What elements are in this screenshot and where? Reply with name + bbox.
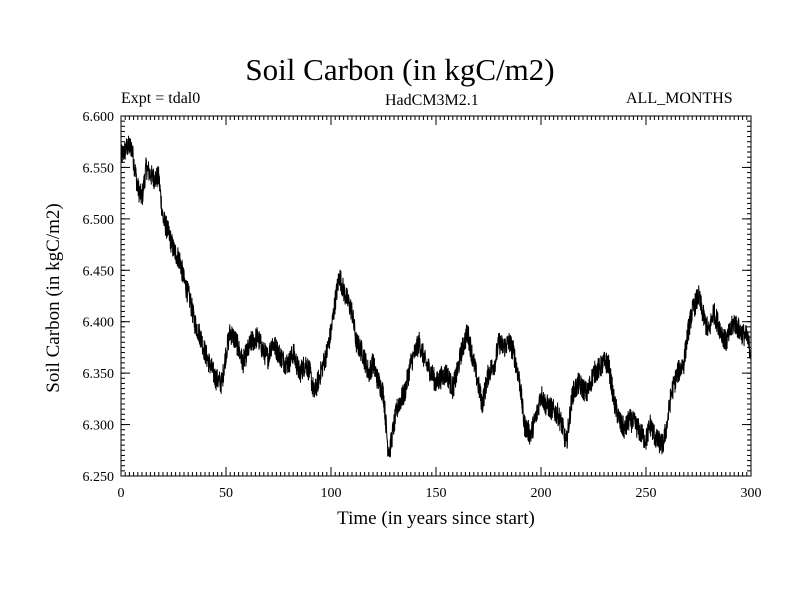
chart-title: Soil Carbon (in kgC/m2) bbox=[245, 52, 555, 87]
x-axis-label: Time (in years since start) bbox=[337, 508, 535, 529]
x-tick-label: 200 bbox=[531, 486, 552, 501]
y-tick-label: 6.500 bbox=[83, 213, 115, 228]
y-tick-label: 6.350 bbox=[83, 367, 115, 382]
x-tick-label: 150 bbox=[426, 486, 447, 501]
y-tick-label: 6.450 bbox=[83, 264, 115, 279]
y-tick-label: 6.300 bbox=[83, 419, 115, 434]
experiment-label: Expt = tdal0 bbox=[121, 90, 201, 107]
x-tick-label: 100 bbox=[321, 486, 342, 501]
axis-ticks bbox=[120, 115, 752, 477]
model-label: HadCM3M2.1 bbox=[385, 92, 479, 109]
tick-labels: 0 50 100 150 200 250 300 6.250 6.300 6.350 6.400 6.… bbox=[83, 110, 762, 501]
x-tick-label: 250 bbox=[636, 486, 657, 501]
y-tick-label: 6.600 bbox=[83, 110, 115, 125]
series-group bbox=[120, 135, 752, 458]
y-tick-label: 6.250 bbox=[83, 470, 115, 485]
months-label: ALL_MONTHS bbox=[626, 90, 733, 107]
y-tick-label: 6.400 bbox=[83, 316, 115, 331]
y-tick-label: 6.550 bbox=[83, 161, 115, 176]
x-tick-label: 50 bbox=[219, 486, 233, 501]
x-tick-label: 300 bbox=[741, 486, 762, 501]
x-tick-label: 0 bbox=[118, 486, 125, 501]
series-line bbox=[120, 135, 752, 458]
plot-frame bbox=[120, 115, 752, 477]
